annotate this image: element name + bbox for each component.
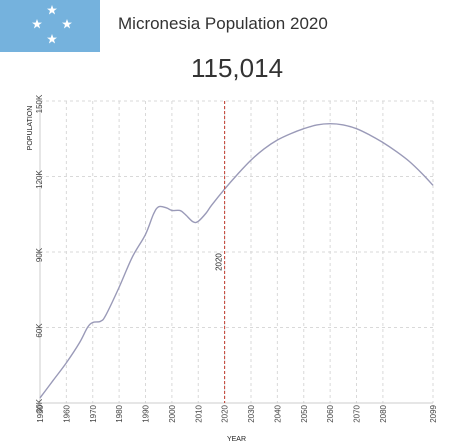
population-value: 115,014 — [190, 53, 284, 83]
x-tick-label: 2050 — [300, 404, 309, 422]
x-tick-label: 2099 — [429, 404, 438, 422]
y-tick-label: 150K — [35, 94, 44, 113]
x-tick-label: 1980 — [115, 404, 124, 422]
x-tick-label: 2040 — [273, 404, 282, 422]
x-tick-label: 1990 — [142, 404, 151, 422]
y-tick-label: 120K — [35, 169, 44, 188]
population-series-line — [39, 122, 434, 399]
flag-star-icon — [32, 19, 42, 29]
x-tick-label: 1970 — [89, 404, 98, 422]
x-axis-label: YEAR — [227, 436, 246, 443]
micronesia-flag-icon — [0, 0, 100, 52]
x-tick-label: 1950 — [36, 404, 45, 422]
x-tick-label: 2010 — [194, 404, 203, 422]
x-tick-label: 2060 — [326, 404, 335, 422]
y-tick-label: 60K — [35, 323, 44, 338]
x-tick-label: 2020 — [221, 404, 230, 422]
y-axis-label: POPULATION — [27, 106, 34, 151]
x-tick-label: 2070 — [353, 404, 362, 422]
x-tick-label: 2000 — [168, 404, 177, 422]
y-tick-label: 30K — [35, 398, 44, 413]
page-title: Micronesia Population 2020 — [118, 14, 328, 33]
x-tick-label: 2080 — [379, 404, 388, 422]
year-marker-label: 2020 — [215, 253, 224, 271]
x-tick-label: 1960 — [62, 404, 71, 422]
x-tick-label: 2030 — [247, 404, 256, 422]
flag-star-icon — [62, 19, 72, 29]
axis-ticks: 1950 1960 1970 1980 1990 2000 2010 2020 2030 2040… — [35, 94, 438, 423]
flag-star-icon — [47, 34, 57, 44]
flag-star-icon — [47, 5, 57, 15]
grid-lines — [39, 100, 434, 404]
y-tick-label: 90K — [35, 247, 44, 262]
